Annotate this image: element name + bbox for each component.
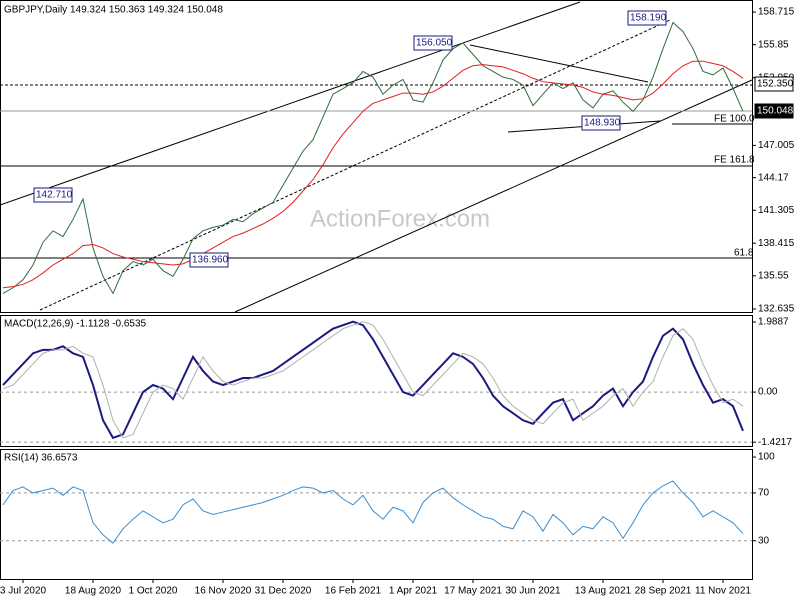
chart-title: GBPJPY,Daily 149.324 150.363 149.324 150…: [4, 5, 223, 16]
y-tick-label: 30: [758, 535, 770, 546]
annotation: 156.050: [416, 38, 453, 49]
channel-middle: [39, 19, 671, 311]
annotation: FE 100.0: [714, 114, 755, 125]
y-tick-label: 132.635: [758, 304, 795, 315]
y-tick-label: 135.55: [758, 270, 789, 281]
y-tick-label: 141.305: [758, 205, 795, 216]
series-line: [2, 320, 744, 440]
annotation: 152.350: [757, 79, 794, 90]
panel-title: RSI(14) 36.6573: [4, 453, 78, 464]
y-tick-label: 138.415: [758, 238, 795, 249]
watermark: ActionForex.com: [310, 205, 490, 232]
label-box: [189, 252, 229, 268]
price-tag: [754, 76, 794, 92]
x-tick-label: 1 Oct 2020: [129, 586, 178, 597]
annotation: 148.930: [584, 118, 621, 129]
x-tick-label: 30 Jun 2021: [505, 586, 560, 597]
annotation: FE 161.8: [714, 155, 755, 166]
x-tick-label: 1 Apr 2021: [389, 586, 438, 597]
y-tick-label: 155.85: [758, 39, 789, 50]
x-tick-label: 11 Nov 2021: [695, 586, 751, 597]
annotation: 142.710: [36, 190, 73, 201]
series-line: [2, 21, 744, 295]
x-tick-label: 16 Feb 2021: [325, 586, 382, 597]
x-tick-label: 18 Aug 2020: [65, 586, 122, 597]
triangle-upper: [469, 44, 649, 83]
y-tick-label: 0.00: [758, 387, 778, 398]
x-tick-label: 16 Nov 2020: [195, 586, 252, 597]
annotation: 136.960: [192, 255, 229, 266]
y-tick-label: 1.9887: [758, 317, 789, 328]
label-box: [581, 115, 621, 131]
label-box: [413, 35, 453, 51]
y-tick-label: 158.715: [758, 7, 795, 18]
price-tag: [754, 103, 794, 119]
macd-panel: [0, 315, 753, 447]
annotation: 150.048: [757, 106, 794, 117]
y-tick-label: 70: [758, 488, 770, 499]
channel-upper: [0, 1, 581, 206]
series-line: [2, 60, 744, 289]
panel-title: MACD(12,26,9) -1.1128 -0.6535: [4, 319, 147, 330]
x-tick-label: 31 Dec 2020: [255, 586, 312, 597]
channel-lower: [234, 79, 753, 313]
annotation: 61.8: [734, 248, 754, 259]
y-tick-label: 147.005: [758, 140, 795, 151]
series-line: [2, 480, 744, 544]
x-tick-label: 17 May 2021: [444, 586, 502, 597]
y-tick-label: 100: [758, 452, 775, 463]
label-box: [627, 10, 667, 26]
y-tick-label: 144.17: [758, 172, 789, 183]
x-tick-label: 3 Jul 2020: [0, 586, 47, 597]
y-tick-label: -1.4217: [758, 437, 792, 448]
series-line: [2, 321, 744, 439]
label-box: [33, 187, 73, 203]
x-tick-label: 28 Sep 2021: [635, 586, 692, 597]
rsi-panel: [0, 449, 753, 580]
price-panel: [0, 0, 753, 313]
annotation: 158.190: [630, 13, 667, 24]
x-tick-label: 13 Aug 2021: [575, 586, 632, 597]
